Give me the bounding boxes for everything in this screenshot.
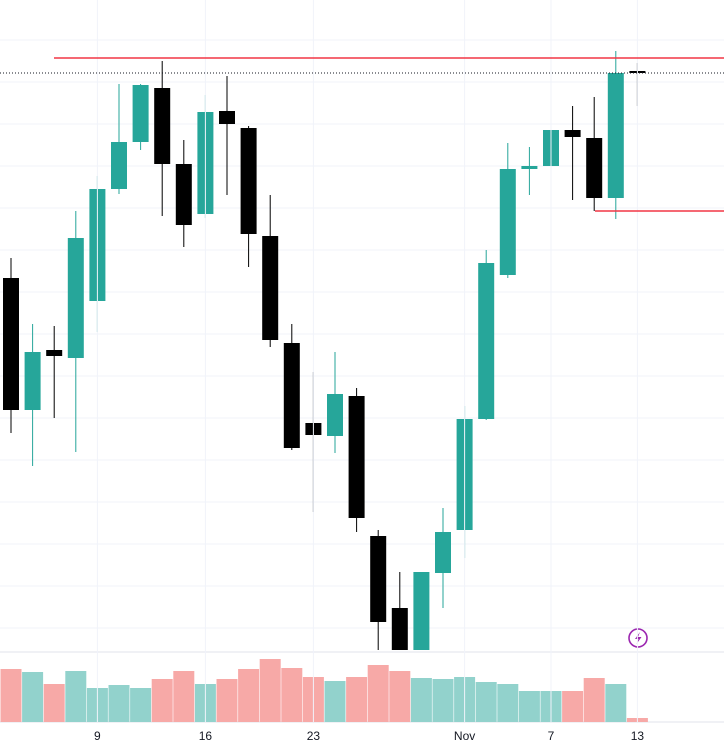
candle-body [3, 278, 19, 410]
candle-body [283, 343, 300, 448]
grid [0, 39, 724, 629]
candle-body [413, 572, 430, 650]
candle-body [564, 130, 581, 137]
candle-body [391, 608, 408, 650]
volume-bar [65, 671, 87, 722]
x-tick-label: 16 [199, 729, 213, 743]
volume-bar [410, 678, 432, 722]
volume-bar [130, 688, 152, 722]
volume-bar [367, 665, 389, 722]
candle-body [240, 128, 257, 234]
volume-bar [0, 669, 22, 722]
x-tick-label: 13 [631, 729, 645, 743]
candle-body [219, 111, 235, 124]
candle-body [607, 73, 624, 198]
volume-bar [605, 684, 627, 722]
volume-bar [475, 682, 497, 722]
candle-body [327, 394, 343, 436]
volume-bar [22, 672, 44, 722]
candle-body [262, 236, 279, 340]
volume-bar [346, 677, 368, 722]
candle-body [348, 396, 365, 518]
volume-bar [43, 684, 65, 722]
volume-bar [151, 679, 173, 722]
x-tick-label: 9 [94, 729, 101, 743]
x-tick-label: Nov [454, 729, 475, 743]
volume-bar [173, 671, 195, 722]
volume-bar [583, 678, 605, 722]
candle-body [67, 238, 84, 358]
candle-body [370, 536, 387, 622]
volume-bar [324, 681, 346, 722]
volume-bar [389, 671, 411, 722]
candle-body [46, 350, 63, 356]
candle-body [478, 263, 495, 419]
candle-body [586, 138, 603, 198]
volume-bar [518, 691, 540, 722]
volume-bar [562, 691, 584, 722]
candle-body [111, 142, 127, 189]
candle-body [521, 166, 538, 169]
x-tick-label: 23 [307, 729, 321, 743]
candle-body [499, 169, 516, 275]
x-tick-label: 7 [548, 729, 555, 743]
volume-bar [238, 669, 260, 722]
volume-bar [216, 679, 238, 722]
alert-icon[interactable] [628, 628, 648, 648]
candle-body [435, 532, 451, 573]
volume-bar [108, 685, 130, 722]
candle-body [175, 164, 192, 225]
candle-body [132, 85, 149, 142]
candle-body [154, 88, 171, 164]
candle-body [24, 352, 41, 410]
volume-bar [281, 668, 303, 722]
volume-bar [432, 679, 454, 722]
volume-bar [497, 684, 519, 722]
volume-bar [259, 659, 281, 722]
